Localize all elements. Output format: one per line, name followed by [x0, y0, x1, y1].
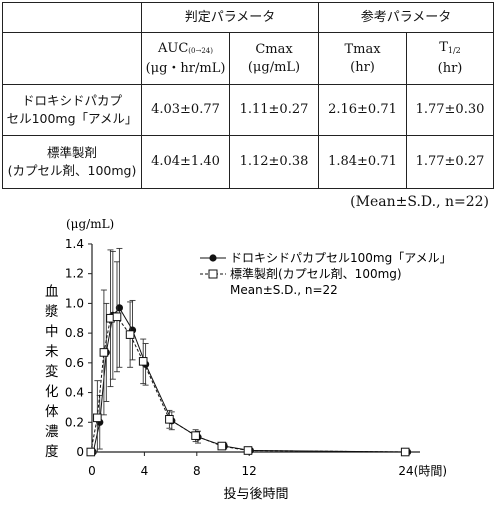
data-point: [243, 446, 253, 455]
row-label-line: (カプセル剤、100mg): [7, 163, 137, 178]
y-axis-title-char: 漿: [45, 304, 59, 320]
y-tick-label: 0: [76, 445, 84, 459]
legend: ドロキシドパカプセル100mg「アメル」 標準製剤(カプセル剤、100mg) M…: [200, 251, 452, 297]
table-cell: 1.84±0.71: [318, 135, 407, 189]
y-tick-label: 0.8: [65, 326, 84, 340]
cmax-label: Cmax: [255, 41, 293, 57]
table-cell: 1.12±0.38: [229, 135, 319, 189]
table-cell: 2.16±0.71: [318, 84, 407, 136]
y-tick-label: 0.6: [65, 356, 84, 370]
auc-label: AUC: [158, 40, 189, 56]
col-header-thalf: T1/2 (hr): [406, 32, 494, 85]
table-cell: 4.03±0.77: [141, 84, 230, 136]
x-tick-label: 12: [242, 464, 257, 478]
y-unit-label: (μg/mL): [66, 217, 114, 231]
legend-label-test: ドロキシドパカプセル100mg「アメル」: [230, 251, 452, 265]
judgment-params-header: 判定パラメータ: [141, 2, 319, 33]
table-cell: 1.11±0.27: [229, 84, 319, 136]
col-header-cmax: Cmax (μg/mL): [229, 32, 319, 85]
cmax-unit: (μg/mL): [247, 59, 301, 75]
data-point: [217, 441, 227, 451]
y-tick-label: 1.0: [65, 296, 84, 310]
pk-parameter-table: 判定パラメータ 参考パラメータ AUC(0→24) (μg・hr/mL) Cma…: [2, 2, 494, 189]
x-axis-title: 投与後時間: [223, 486, 288, 502]
data-point: [400, 447, 410, 457]
row-label-test-product: ドロキシドパカプ セル100mg「アメル」: [2, 84, 142, 136]
table-cell: 1.77±0.27: [406, 135, 494, 189]
y-axis-title-char: 濃: [45, 424, 59, 440]
y-axis-title-char: 化: [45, 384, 59, 400]
tmax-unit: (hr): [350, 59, 375, 75]
plot-area: [86, 247, 412, 457]
y-axis-title: 血漿中未変化体濃度: [45, 284, 59, 460]
data-point: [112, 312, 122, 322]
x-ticks: 0 4 8 12: [88, 452, 407, 478]
data-point: [115, 304, 123, 312]
auc-subscript: (0→24): [188, 46, 213, 55]
table-row: ドロキシドパカプ セル100mg「アメル」 4.03±0.77 1.11±0.2…: [2, 84, 494, 136]
data-point: [86, 447, 96, 457]
table-column-header-row: AUC(0→24) (μg・hr/mL) Cmax (μg/mL) Tmax (…: [2, 32, 494, 85]
y-axis-title-char: 度: [45, 444, 59, 460]
series-line: [92, 307, 408, 453]
col-header-auc: AUC(0→24) (μg・hr/mL): [141, 32, 230, 85]
thalf-subscript: 1/2: [447, 46, 461, 55]
y-tick-label: 1.2: [65, 267, 84, 281]
y-axis-title-char: 体: [45, 404, 59, 420]
data-point: [138, 357, 148, 366]
col-header-tmax: Tmax (hr): [318, 32, 407, 85]
legend-label-reference: 標準製剤(カプセル剤、100mg): [230, 266, 402, 281]
y-axis-title-char: 変: [45, 363, 59, 380]
table-group-header-row: 判定パラメータ 参考パラメータ: [2, 2, 494, 33]
row-label-line: ドロキシドパカプ: [21, 93, 122, 108]
data-point: [125, 330, 135, 339]
thalf-unit: (hr): [437, 61, 463, 76]
concentration-time-chart: (μg/mL) 0 0.2 0.4 0.6 0.8 1.0 1.2 1.4 0 4 8 12 24(…: [45, 217, 452, 502]
row-label-reference-product: 標準製剤 (カプセル剤、100mg): [2, 135, 142, 189]
y-axis-title-char: 未: [45, 344, 59, 360]
legend-marker-reference: [208, 269, 218, 279]
auc-unit: (μg・hr/mL): [145, 60, 226, 76]
x-tick-label: 8: [193, 464, 201, 478]
data-point: [165, 415, 174, 424]
y-axis-title-char: 血: [45, 284, 59, 300]
legend-marker-test: [209, 254, 217, 262]
reference-params-header: 参考パラメータ: [318, 2, 494, 33]
row-label-line: 標準製剤: [46, 145, 97, 160]
data-point: [191, 431, 200, 440]
data-point: [99, 348, 109, 357]
y-tick-label: 0.4: [65, 386, 84, 400]
data-point: [93, 413, 102, 423]
y-tick-label: 1.4: [65, 237, 84, 251]
row-label-line: セル100mg「アメル」: [6, 111, 138, 126]
thalf-label: T: [439, 40, 448, 55]
series-line: [90, 316, 406, 453]
x-tick-label: 4: [141, 464, 149, 478]
tmax-label: Tmax: [344, 41, 381, 57]
table-row: 標準製剤 (カプセル剤、100mg) 4.04±1.40 1.12±0.38 1…: [2, 135, 494, 189]
legend-stats-note: Mean±S.D., n=22: [230, 283, 338, 297]
x-tick-label: 0: [88, 464, 96, 478]
footnote: (Mean±S.D., n=22): [350, 194, 489, 210]
table-corner-cell: [2, 2, 142, 33]
table-cell: 1.77±0.30: [406, 84, 494, 136]
table-empty-label-cell: [2, 32, 142, 85]
table-cell: 4.04±1.40: [141, 135, 230, 189]
y-ticks: 0 0.2 0.4 0.6 0.8 1.0 1.2 1.4: [65, 237, 92, 459]
y-tick-label: 0.2: [65, 415, 84, 429]
x-end-label: 24(時間): [398, 464, 447, 478]
y-axis-title-char: 中: [45, 324, 59, 340]
